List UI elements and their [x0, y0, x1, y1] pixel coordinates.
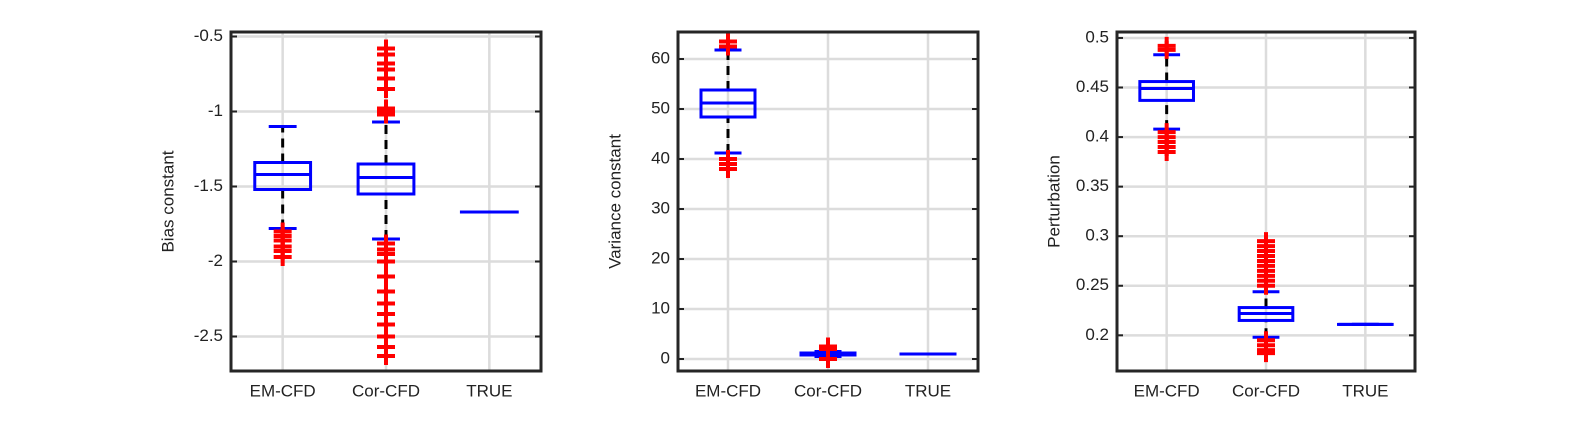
y-tick-label: 0.2: [1085, 325, 1109, 344]
y-tick-label: 30: [651, 198, 670, 217]
outlier: [1157, 142, 1176, 161]
box: [1138, 80, 1195, 102]
y-tick-label: 0: [661, 348, 670, 367]
y-tick-label: 0.4: [1085, 127, 1109, 146]
x-tick-label: TRUE: [1342, 381, 1388, 400]
y-axis-label: Variance constant: [605, 134, 624, 269]
y-tick-label: 20: [651, 248, 670, 267]
x-tick-label: EM-CFD: [695, 381, 761, 400]
y-tick-label: 0.35: [1076, 176, 1109, 195]
axes-frame: [229, 30, 543, 373]
y-tick-label: 0.3: [1085, 226, 1109, 245]
y-tick-label: 40: [651, 148, 670, 167]
y-tick-label: 50: [651, 98, 670, 117]
y-tick-label: 0.25: [1076, 275, 1109, 294]
x-tick-label: Cor-CFD: [352, 381, 420, 400]
outlier: [377, 347, 395, 365]
x-tick-label: EM-CFD: [1134, 381, 1200, 400]
outlier: [719, 160, 737, 178]
y-tick-label: -1.5: [194, 176, 223, 195]
x-tick-label: Cor-CFD: [794, 381, 862, 400]
axes-frame: [1115, 30, 1417, 373]
y-axis-label: Bias constant: [158, 150, 177, 252]
axes-frame: [676, 30, 980, 373]
x-tick-label: TRUE: [466, 381, 512, 400]
outlier: [1157, 36, 1176, 55]
x-tick-label: Cor-CFD: [1232, 381, 1300, 400]
x-tick-label: TRUE: [905, 381, 951, 400]
outlier: [719, 32, 737, 51]
y-tick-label: -2: [208, 251, 223, 270]
outlier: [377, 80, 395, 98]
x-tick-label: EM-CFD: [250, 381, 316, 400]
y-tick-label: -1: [208, 101, 223, 120]
y-tick-label: -0.5: [194, 26, 223, 45]
outlier: [1257, 344, 1275, 363]
y-tick-label: 0.45: [1076, 77, 1109, 96]
outlier: [1257, 232, 1275, 251]
y-axis-label: Perturbation: [1044, 155, 1063, 248]
outlier: [273, 248, 292, 266]
outlier: [377, 105, 395, 124]
y-tick-label: 0.5: [1085, 27, 1109, 46]
outlier: [819, 337, 837, 356]
y-tick-label: 60: [651, 48, 670, 67]
y-tick-label: 10: [651, 298, 670, 317]
y-tick-label: -2.5: [194, 326, 223, 345]
